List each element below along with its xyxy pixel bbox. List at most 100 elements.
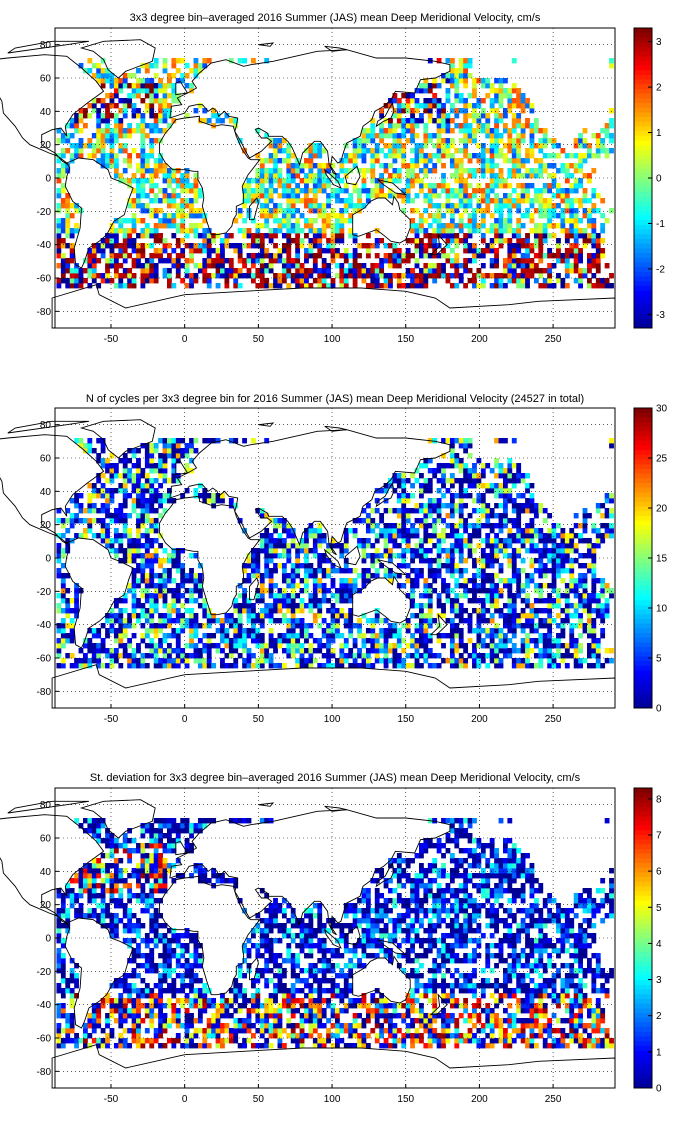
bin-cell	[175, 548, 181, 554]
bin-cell	[343, 618, 349, 624]
bin-cell	[211, 113, 217, 119]
bin-cell	[60, 263, 66, 269]
bin-cell	[295, 238, 301, 244]
bin-cell	[348, 213, 354, 219]
bin-cell	[255, 193, 261, 199]
bin-cell	[259, 623, 265, 629]
bin-cell	[281, 268, 287, 274]
bin-cell	[423, 658, 429, 664]
bin-cell	[96, 273, 102, 279]
bin-cell	[449, 573, 455, 579]
bin-cell	[144, 553, 150, 559]
bin-cell	[60, 573, 66, 579]
bin-cell	[335, 568, 340, 574]
bin-cell	[396, 283, 402, 289]
bin-cell	[383, 193, 389, 199]
bin-cell	[259, 248, 265, 254]
bin-cell	[436, 193, 442, 199]
bin-cell	[335, 663, 340, 669]
bin-cell	[144, 558, 150, 564]
bin-cell	[308, 608, 314, 614]
bin-cell	[286, 203, 292, 209]
bin-cell	[264, 653, 270, 659]
bin-cell	[175, 258, 181, 264]
bin-cell	[211, 248, 217, 254]
bin-cell	[162, 243, 168, 249]
bin-cell	[273, 648, 278, 654]
bin-cell	[321, 148, 327, 154]
bin-cell	[113, 263, 119, 269]
bin-cell	[144, 133, 150, 139]
bin-cell	[197, 658, 203, 664]
bin-cell	[74, 533, 79, 539]
bin-cell	[193, 273, 199, 279]
bin-cell	[149, 233, 155, 239]
bin-cell	[339, 543, 345, 549]
bin-cell	[96, 78, 102, 84]
bin-cell	[118, 503, 124, 509]
bin-cell	[140, 468, 146, 474]
bin-cell	[251, 608, 256, 614]
bin-cell	[533, 263, 539, 269]
bin-cell	[228, 233, 234, 239]
bin-cell	[317, 228, 323, 234]
bin-cell	[507, 618, 513, 624]
bin-cell	[308, 163, 314, 169]
bin-cell	[374, 278, 380, 284]
bin-cell	[326, 268, 331, 274]
bin-cell	[476, 633, 482, 639]
bin-cell	[246, 233, 252, 239]
bin-cell	[122, 133, 128, 139]
bin-cell	[339, 228, 345, 234]
bin-cell	[419, 488, 424, 494]
bin-cell	[268, 618, 274, 624]
bin-cell	[140, 153, 146, 159]
bin-cell	[237, 638, 243, 644]
bin-cell	[330, 648, 336, 654]
bin-cell	[158, 188, 163, 194]
bin-cell	[281, 538, 287, 544]
bin-cell	[215, 263, 221, 269]
bin-cell	[480, 493, 486, 499]
bin-cell	[520, 278, 526, 284]
bin-cell	[542, 198, 548, 204]
bin-cell	[105, 78, 110, 84]
bin-cell	[480, 283, 486, 289]
bin-cell	[582, 238, 588, 244]
bin-cell	[136, 248, 141, 254]
bin-cell	[105, 648, 110, 654]
bin-cell	[286, 633, 292, 639]
bin-cell	[259, 548, 265, 554]
bin-cell	[122, 648, 128, 654]
bin-cell	[281, 218, 287, 224]
colorbar-swatch	[634, 295, 652, 301]
bin-cell	[463, 198, 469, 204]
bin-cell	[295, 618, 301, 624]
bin-cell	[105, 513, 110, 519]
bin-cell	[352, 278, 358, 284]
bin-cell	[96, 478, 102, 484]
bin-cell	[396, 173, 402, 179]
bin-cell	[100, 158, 106, 164]
bin-cell	[445, 88, 451, 94]
bin-cell	[162, 268, 168, 274]
bin-cell	[441, 643, 446, 649]
bin-cell	[361, 543, 367, 549]
bin-cell	[330, 193, 336, 199]
bin-cell	[405, 163, 411, 169]
bin-cell	[326, 213, 331, 219]
bin-cell	[379, 138, 385, 144]
bin-cell	[339, 213, 345, 219]
bin-cell	[140, 508, 146, 514]
bin-cell	[582, 198, 588, 204]
bin-cell	[197, 663, 203, 669]
bin-cell	[445, 548, 451, 554]
bin-cell	[242, 218, 247, 224]
bin-cell	[511, 163, 517, 169]
bin-cell	[96, 518, 102, 524]
bin-cell	[361, 153, 367, 159]
bin-cell	[83, 108, 88, 114]
bin-cell	[158, 618, 163, 624]
bin-cell	[175, 203, 181, 209]
bin-cell	[105, 653, 110, 659]
